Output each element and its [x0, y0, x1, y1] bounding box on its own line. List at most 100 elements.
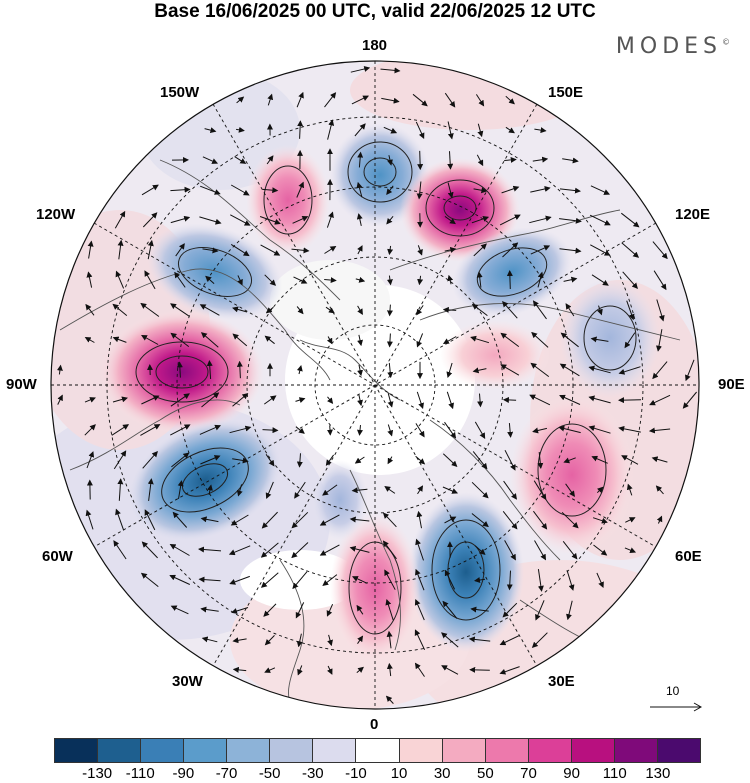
- wind-vector: [87, 240, 94, 259]
- wind-vector: [262, 187, 279, 194]
- wind-vector: [140, 572, 159, 587]
- wind-vector: [144, 270, 156, 290]
- wind-vector: [531, 331, 549, 348]
- wind-vector: [229, 425, 252, 434]
- wind-vector: [84, 424, 96, 436]
- wind-vector: [559, 394, 581, 405]
- wind-vector: [351, 95, 370, 105]
- wind-vector: [444, 92, 456, 108]
- wind-vector: [232, 666, 247, 673]
- wind-vector: [655, 485, 664, 495]
- wind-vector: [534, 540, 547, 561]
- wind-vector: [327, 119, 335, 140]
- wind-vector: [382, 540, 397, 560]
- wind-vector: [291, 511, 309, 529]
- wind-vector: [236, 96, 245, 104]
- wind-vector: [84, 337, 95, 343]
- wind-vector: [531, 632, 548, 649]
- wind-vector: [142, 450, 158, 469]
- wind-vector: [350, 66, 371, 73]
- colorbar-swatch: [442, 739, 486, 762]
- wind-vector: [559, 247, 582, 254]
- wind-vector: [265, 481, 274, 500]
- wind-vector: [201, 392, 220, 408]
- wind-vector: [387, 456, 394, 465]
- wind-vector: [530, 245, 551, 255]
- wind-vector: [474, 545, 486, 555]
- wind-vector: [468, 636, 491, 643]
- wind-vector: [232, 333, 248, 347]
- wind-vector: [649, 394, 671, 406]
- colorbar-tick-label: -110: [125, 765, 155, 782]
- wind-vector: [356, 213, 363, 227]
- wind-vector: [236, 360, 243, 379]
- wind-vector: [264, 335, 275, 345]
- anomaly-neg-100e: [560, 278, 660, 398]
- wind-vector: [472, 367, 487, 374]
- wind-vector: [199, 216, 222, 225]
- wind-vector: [386, 662, 393, 677]
- wind-vector: [86, 271, 93, 288]
- anomaly-neg-40w: [312, 460, 368, 540]
- wind-vector: [325, 454, 335, 466]
- wind-vector: [474, 577, 486, 583]
- colorbar-swatch: [313, 739, 357, 762]
- wind-vector: [653, 270, 667, 291]
- wind-vector: [326, 211, 334, 228]
- wind-vector: [170, 424, 191, 436]
- wind-vector: [230, 214, 251, 226]
- wind-vector: [530, 362, 550, 378]
- wind-vector: [415, 568, 425, 591]
- wind-vector: [416, 333, 424, 348]
- wind-vector: [112, 303, 128, 316]
- wind-vector: [504, 156, 517, 163]
- wind-vector: [356, 666, 364, 673]
- label-120e: 120E: [675, 206, 711, 223]
- wind-vector: [357, 334, 363, 347]
- wind-vector: [444, 516, 457, 524]
- wind-vector: [386, 630, 393, 649]
- wind-vector: [441, 665, 459, 675]
- wind-vector: [472, 451, 488, 470]
- wind-vector: [387, 155, 393, 166]
- wind-vector: [656, 299, 665, 322]
- wind-vector: [562, 540, 578, 560]
- wind-vector: [566, 569, 575, 591]
- wind-vector: [228, 545, 251, 556]
- wind-vector: [170, 393, 190, 407]
- wind-vector: [590, 185, 611, 195]
- wind-vector: [200, 606, 219, 613]
- wind-vector: [618, 425, 641, 433]
- wind-vector: [566, 600, 573, 621]
- wind-vector: [470, 335, 490, 344]
- wind-vector: [295, 426, 305, 434]
- wind-vector: [386, 215, 394, 225]
- wind-vector: [597, 305, 603, 316]
- wind-vector: [417, 245, 423, 256]
- wind-vector: [533, 480, 547, 501]
- wind-vector: [84, 397, 96, 403]
- wind-vector: [384, 486, 396, 494]
- wind-vector: [381, 97, 400, 104]
- wind-vector: [384, 569, 396, 590]
- wind-vector: [201, 636, 218, 643]
- wind-vector: [112, 396, 128, 403]
- wind-vector: [470, 606, 489, 613]
- wind-vector: [170, 605, 189, 615]
- wind-vector: [296, 91, 304, 108]
- colorbar-swatch: [98, 739, 142, 762]
- wind-vector: [473, 187, 488, 194]
- wind-vector: [170, 332, 190, 348]
- wind-vector: [537, 451, 544, 469]
- wind-vector: [415, 538, 424, 561]
- label-30e: 30E: [548, 673, 575, 690]
- wind-vector: [169, 543, 190, 556]
- wind-vector: [147, 478, 154, 501]
- wind-vector: [416, 510, 423, 529]
- wind-vector: [415, 121, 425, 140]
- wind-vector: [144, 509, 156, 531]
- wind-vector: [327, 665, 333, 675]
- wind-vector: [474, 421, 486, 439]
- anomaly-pos-70e: [510, 395, 634, 555]
- wind-vector: [471, 215, 490, 224]
